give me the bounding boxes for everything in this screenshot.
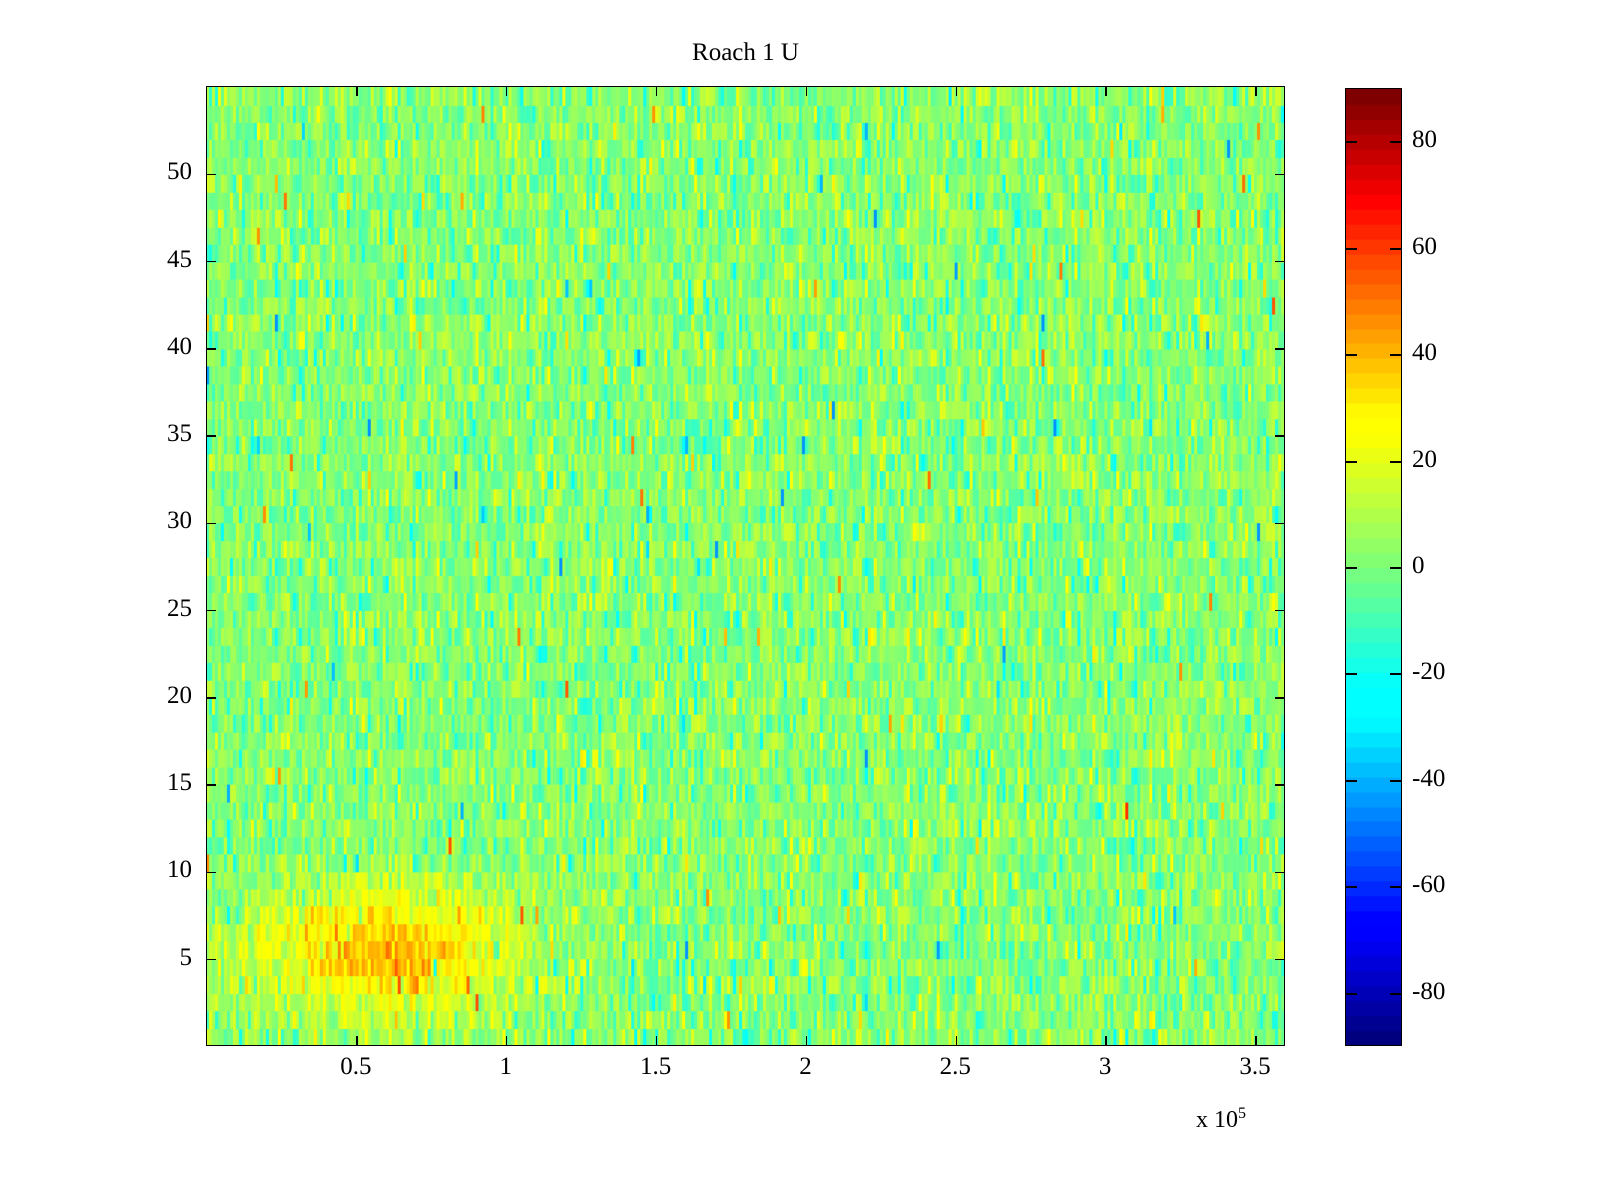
colorbar[interactable] <box>1345 88 1402 1046</box>
colorbar-tick-label: 20 <box>1412 445 1437 473</box>
y-axis-tick-right <box>1275 697 1284 699</box>
x-axis-multiplier-base: x 10 <box>1196 1107 1238 1133</box>
colorbar-tick <box>1346 567 1357 569</box>
y-axis-tick-right <box>1275 435 1284 437</box>
x-axis-tick <box>1105 1036 1107 1045</box>
x-axis-tick <box>805 1036 808 1045</box>
colorbar-tick-right <box>1390 886 1401 889</box>
heatmap-image <box>207 87 1284 1045</box>
x-axis-multiplier-exponent: 5 <box>1238 1105 1246 1122</box>
y-axis-tick-label: 15 <box>167 769 192 797</box>
x-axis-tick-top <box>655 87 658 96</box>
y-axis-tick <box>207 697 216 699</box>
y-axis-tick-label: 45 <box>167 245 192 273</box>
y-axis-tick <box>207 958 216 961</box>
colorbar-tick-right <box>1390 247 1401 250</box>
colorbar-tick-label: -20 <box>1412 658 1446 686</box>
y-axis-tick-right <box>1275 348 1284 350</box>
x-axis-tick-label: 3 <box>1098 1053 1112 1080</box>
y-axis-tick <box>207 348 216 350</box>
y-axis-tick <box>207 784 216 786</box>
x-axis-tick-top <box>955 87 958 96</box>
y-axis-tick-label: 20 <box>167 681 192 709</box>
x-axis-tick <box>505 1036 508 1045</box>
colorbar-tick-label: 60 <box>1412 232 1437 260</box>
x-axis-tick-top <box>1105 87 1107 96</box>
colorbar-tick <box>1346 779 1357 782</box>
y-axis-tick-right <box>1275 871 1284 874</box>
y-axis-tick-label: 10 <box>167 856 192 884</box>
y-axis-tick-right <box>1275 958 1284 961</box>
colorbar-tick-label: 40 <box>1412 339 1437 367</box>
colorbar-tick <box>1346 460 1357 463</box>
y-axis-tick-label: 25 <box>167 594 192 622</box>
y-axis-tick <box>207 435 216 437</box>
x-axis-multiplier: x 105 <box>1196 1100 1246 1134</box>
heatmap-axes[interactable] <box>206 86 1285 1046</box>
colorbar-tick <box>1346 141 1357 144</box>
colorbar-tick-right <box>1390 992 1401 995</box>
colorbar-tick-label: -80 <box>1412 977 1446 1005</box>
y-axis-tick <box>207 522 216 525</box>
x-axis-tick-label: 0.5 <box>340 1053 372 1080</box>
colorbar-tick-right <box>1390 354 1401 357</box>
y-axis-tick-right <box>1275 173 1284 176</box>
y-axis-tick <box>207 173 216 176</box>
y-axis-tick-label: 30 <box>167 507 192 535</box>
x-axis-tick-top <box>805 87 808 96</box>
colorbar-tick-right <box>1390 141 1401 144</box>
colorbar-tick-label: 0 <box>1412 552 1425 579</box>
colorbar-tick-label: -60 <box>1412 871 1446 899</box>
y-axis-tick-right <box>1275 260 1284 263</box>
x-axis-tick-top <box>356 87 358 96</box>
colorbar-tick-right <box>1390 779 1401 782</box>
x-axis-tick <box>356 1036 358 1045</box>
colorbar-tick-label: 80 <box>1412 126 1437 154</box>
x-axis-tick <box>1255 1036 1257 1045</box>
x-axis-tick-top <box>505 87 508 96</box>
x-axis-tick-label: 2.5 <box>939 1053 971 1080</box>
y-axis-tick-label: 5 <box>179 943 193 971</box>
colorbar-tick-right <box>1390 673 1401 676</box>
colorbar-tick <box>1346 354 1357 357</box>
colorbar-tick-label: -40 <box>1412 764 1446 792</box>
x-axis-tick <box>955 1036 958 1045</box>
colorbar-tick <box>1346 992 1357 995</box>
x-axis-tick-label: 1 <box>499 1053 512 1080</box>
y-axis-tick <box>207 260 216 263</box>
y-axis-tick-right <box>1275 609 1284 612</box>
y-axis-tick-right <box>1275 784 1284 786</box>
colorbar-tick <box>1346 673 1357 676</box>
colorbar-tick <box>1346 247 1357 250</box>
y-axis-tick-right <box>1275 522 1284 525</box>
y-axis-tick-label: 40 <box>167 332 192 360</box>
y-axis-tick-label: 35 <box>167 420 192 448</box>
colorbar-tick-right <box>1390 460 1401 463</box>
x-axis-tick-label: 3.5 <box>1239 1053 1271 1080</box>
chart-title: Roach 1 U <box>692 39 799 66</box>
y-axis-tick <box>207 871 216 874</box>
x-axis-tick-label: 2 <box>799 1053 812 1080</box>
x-axis-tick-label: 1.5 <box>639 1053 672 1080</box>
y-axis-tick-label: 50 <box>167 158 192 186</box>
y-axis-tick <box>207 609 216 612</box>
colorbar-tick <box>1346 886 1357 889</box>
colorbar-tick-right <box>1390 567 1401 569</box>
x-axis-tick <box>655 1036 658 1045</box>
x-axis-tick-top <box>1255 87 1257 96</box>
